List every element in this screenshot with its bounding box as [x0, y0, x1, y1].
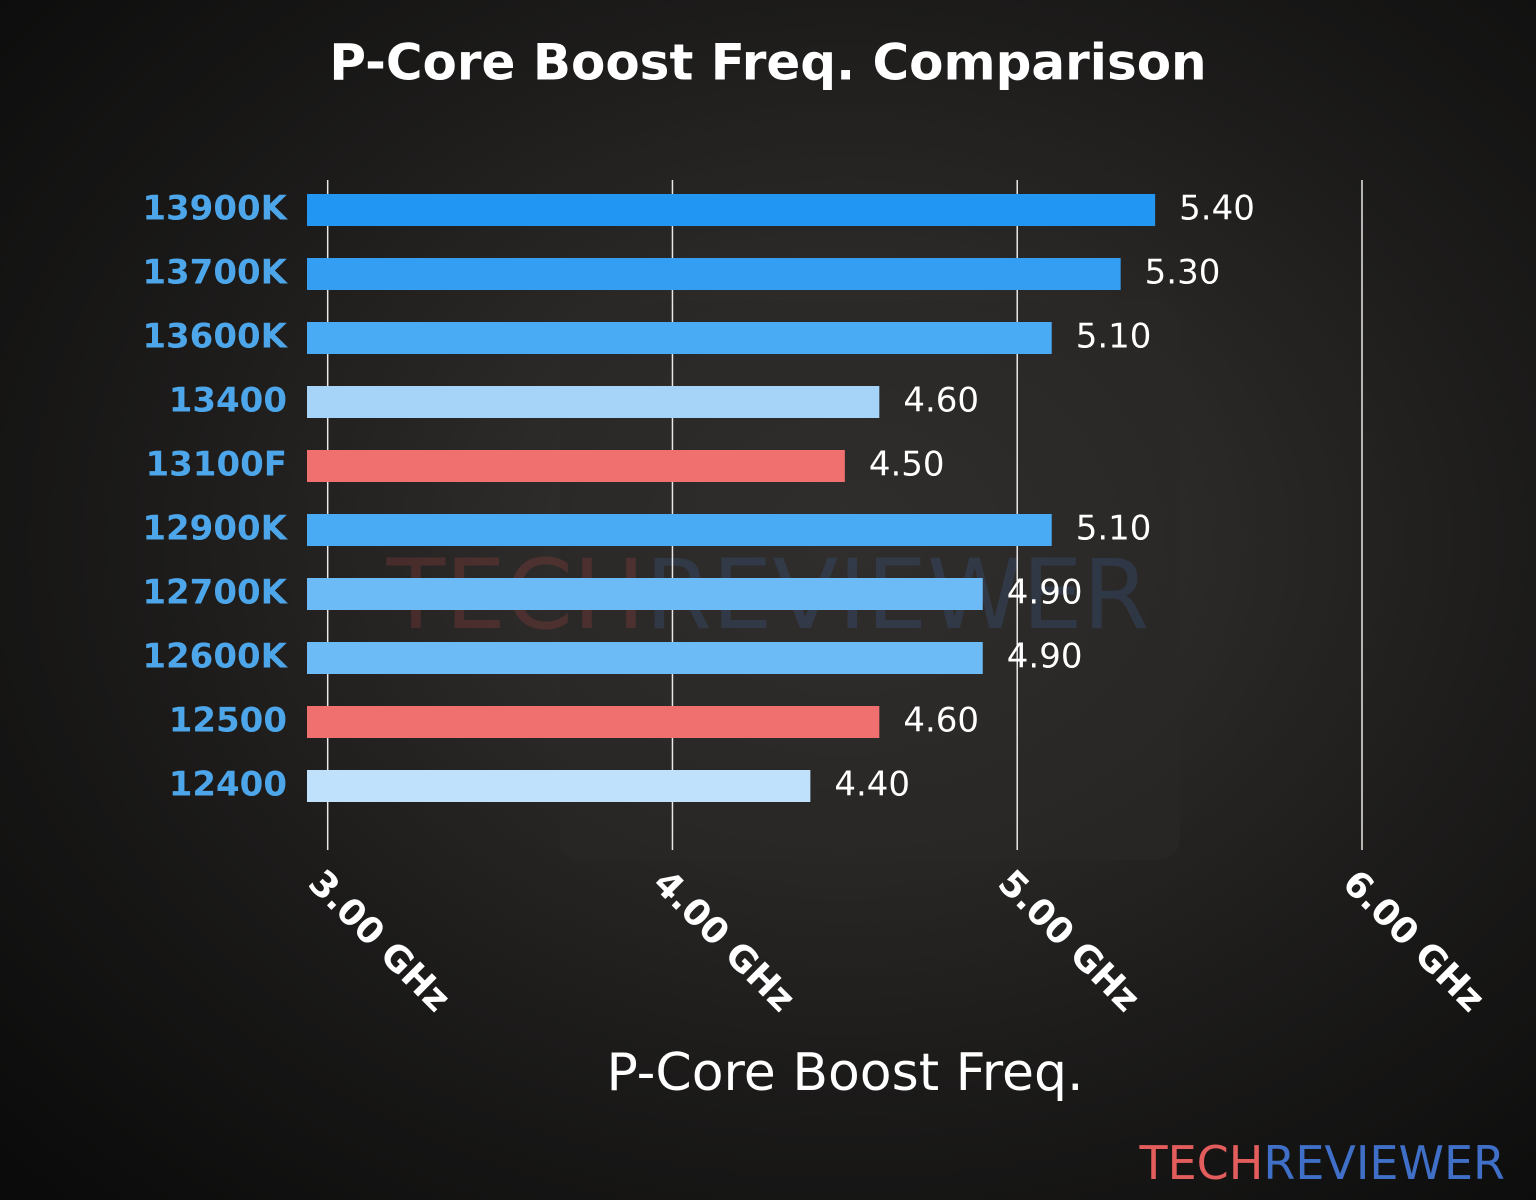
bar	[307, 514, 1052, 546]
bar	[307, 770, 811, 802]
value-label: 4.60	[903, 381, 979, 421]
value-label: 4.60	[903, 701, 979, 741]
y-tick-label: 13900K	[142, 189, 288, 229]
y-tick-label: 13600K	[142, 317, 288, 357]
y-tick-label: 13400	[169, 381, 287, 421]
bar	[307, 386, 880, 418]
chart-title: P-Core Boost Freq. Comparison	[329, 34, 1206, 92]
value-label: 4.90	[1007, 573, 1083, 613]
bar	[307, 258, 1121, 290]
bar	[307, 578, 983, 610]
bar	[307, 450, 845, 482]
bar	[307, 194, 1156, 226]
value-label: 4.90	[1007, 637, 1083, 677]
y-tick-label: 12600K	[142, 637, 288, 677]
bar	[307, 706, 880, 738]
y-tick-label: 12500	[169, 701, 287, 741]
value-label: 5.30	[1145, 253, 1221, 293]
y-tick-label: 13700K	[142, 253, 288, 293]
value-label: 4.40	[834, 765, 910, 805]
y-tick-label: 12400	[169, 765, 287, 805]
value-label: 4.50	[869, 445, 945, 485]
y-tick-label: 13100F	[145, 445, 287, 485]
bar	[307, 322, 1052, 354]
value-label: 5.10	[1076, 317, 1152, 357]
y-tick-label: 12700K	[142, 573, 288, 613]
value-label: 5.10	[1076, 509, 1152, 549]
y-tick-label: 12900K	[142, 509, 288, 549]
x-axis-label: P-Core Boost Freq.	[606, 1043, 1083, 1103]
value-label: 5.40	[1179, 189, 1255, 229]
bar	[307, 642, 983, 674]
logo: TECHREVIEWER	[1138, 1136, 1505, 1190]
